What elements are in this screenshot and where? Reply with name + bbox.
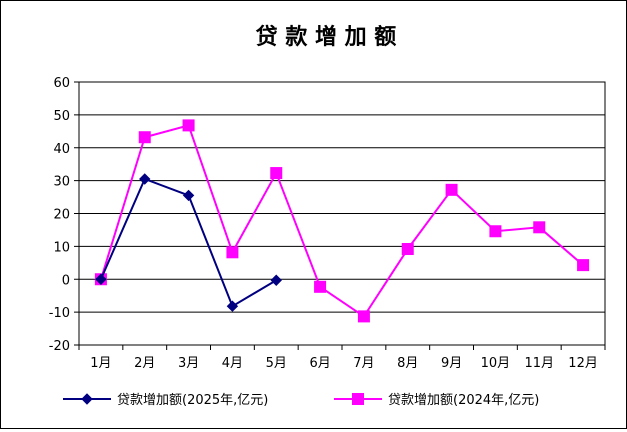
data-point-1 (226, 246, 239, 259)
data-point-1 (357, 310, 370, 323)
data-point-1 (533, 221, 546, 234)
series-line-1 (99, 124, 584, 318)
y-tick-label: 60 (53, 76, 70, 91)
data-point-1 (182, 119, 195, 132)
x-tick-label: 11月 (524, 356, 554, 371)
y-tick-label: 40 (53, 142, 70, 157)
legend-label: 贷款增加额(2025年,亿元) (117, 393, 268, 408)
legend-marker (81, 393, 93, 405)
x-tick-label: 6月 (309, 356, 330, 371)
x-tick-label: 8月 (397, 356, 418, 371)
chart-title: 贷 款 增 加 额 (256, 24, 397, 50)
data-point-1 (138, 131, 151, 144)
x-tick-label: 3月 (178, 356, 199, 371)
y-tick-label: 10 (53, 240, 70, 255)
data-point-0 (226, 300, 239, 312)
y-tick-label: 20 (53, 208, 70, 223)
x-tick-label: 2月 (134, 356, 155, 371)
data-point-0 (270, 274, 282, 286)
x-tick-label: 7月 (353, 356, 374, 371)
x-tick-label: 12月 (568, 356, 598, 371)
data-point-0 (139, 173, 151, 185)
data-point-1 (270, 167, 283, 180)
x-tick-label: 10月 (481, 356, 511, 371)
y-tick-label: 0 (62, 273, 70, 288)
data-point-1 (314, 280, 327, 293)
y-tick-label: -10 (49, 306, 70, 321)
data-point-0 (95, 273, 107, 285)
y-tick-label: 30 (53, 175, 70, 190)
y-tick-label: 50 (53, 109, 70, 124)
data-point-1 (401, 243, 414, 256)
x-tick-label: 4月 (222, 356, 243, 371)
data-point-1 (577, 259, 590, 272)
x-tick-label: 5月 (266, 356, 287, 371)
data-point-0 (182, 189, 195, 202)
legend: 贷款增加额(2025年,亿元) 贷款增加额(2024年,亿元) (63, 393, 539, 408)
legend-marker (352, 393, 364, 405)
legend-label: 贷款增加额(2024年,亿元) (388, 393, 539, 408)
y-tick-label: -20 (49, 339, 70, 354)
x-tick-label: 9月 (441, 356, 462, 371)
x-tick-label: 1月 (90, 356, 111, 371)
data-point-1 (445, 183, 458, 196)
plot-area: -20 -10 0 10 20 30 40 50 60 1月 2月 3月 4月 5月 6月 7月 8月 9月 10月… (49, 76, 606, 371)
data-point-1 (489, 225, 502, 238)
